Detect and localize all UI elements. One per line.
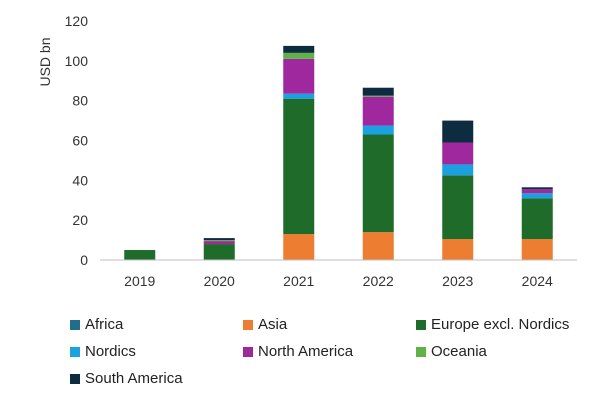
- y-tick-label: 100: [65, 53, 89, 69]
- y-tick-label: 120: [65, 13, 89, 29]
- bar-segment: [283, 234, 315, 260]
- bar-segment: [362, 87, 394, 96]
- bar-segment: [203, 240, 235, 242]
- bar-segment: [521, 189, 553, 194]
- legend-swatch: [70, 346, 80, 357]
- bar-segment: [203, 241, 235, 245]
- y-tick-label: 0: [80, 252, 88, 268]
- bar-segment: [283, 52, 315, 59]
- y-tick-label: 80: [72, 93, 88, 109]
- x-tick-label: 2020: [204, 273, 235, 289]
- bar-segment: [283, 45, 315, 53]
- legend-label: Asia: [258, 316, 288, 333]
- legend-label: North America: [258, 343, 354, 360]
- bar-segment: [521, 198, 553, 240]
- x-tick-label: 2019: [124, 273, 155, 289]
- legend-item: Oceania: [416, 343, 487, 360]
- bar-segment: [362, 134, 394, 233]
- bar-segment: [283, 98, 315, 235]
- legend-item: North America: [243, 343, 353, 360]
- bar-segment: [203, 238, 235, 241]
- bar-segment: [521, 187, 553, 190]
- legend-swatch: [416, 319, 426, 330]
- legend-swatch: [70, 319, 80, 330]
- y-axis-title: USD bn: [37, 37, 53, 86]
- legend-swatch: [243, 346, 253, 357]
- bar-segment: [203, 244, 235, 260]
- x-tick-label: 2022: [363, 273, 394, 289]
- bar-segment: [521, 239, 553, 260]
- bar-segment: [362, 125, 394, 135]
- stacked-bar-chart: 0 20 40 60 80 100 120 2019 2020 2021 2022 2023 2024…: [37, 13, 577, 289]
- legend-item: Nordics: [70, 343, 136, 360]
- legend-label: Europe excl. Nordics: [431, 316, 570, 333]
- bar-segment: [362, 96, 394, 126]
- legend-item: South America: [70, 370, 183, 387]
- bar-segment: [521, 193, 553, 199]
- x-tick-label: 2023: [442, 273, 473, 289]
- bar-segment: [362, 95, 394, 97]
- legend-swatch: [70, 373, 80, 384]
- bar-segment: [442, 175, 474, 240]
- y-tick-label: 20: [72, 212, 88, 228]
- y-tick-label: 40: [72, 172, 88, 188]
- bar-segment: [442, 239, 474, 260]
- bar-segment: [283, 58, 315, 94]
- legend-item: Europe excl. Nordics: [416, 316, 569, 333]
- legend-label: Africa: [85, 316, 124, 333]
- legend-swatch: [416, 346, 426, 357]
- bars: [124, 45, 553, 260]
- legend-item: Asia: [243, 316, 287, 333]
- legend-item: Africa: [70, 316, 123, 333]
- x-axis: 2019 2020 2021 2022 2023 2024: [124, 273, 553, 289]
- legend-label: South America: [85, 370, 183, 387]
- x-tick-label: 2021: [283, 273, 314, 289]
- bar-segment: [362, 232, 394, 260]
- bar-segment: [442, 120, 474, 143]
- y-axis: 0 20 40 60 80 100 120: [65, 13, 89, 268]
- x-tick-label: 2024: [522, 273, 553, 289]
- bar-segment: [442, 142, 474, 165]
- legend-swatch: [243, 319, 253, 330]
- y-tick-label: 60: [72, 133, 88, 149]
- legend-label: Nordics: [85, 343, 136, 360]
- legend-label: Oceania: [431, 343, 487, 360]
- bar-segment: [442, 164, 474, 176]
- bar-segment: [283, 93, 315, 99]
- bar-segment: [124, 250, 156, 260]
